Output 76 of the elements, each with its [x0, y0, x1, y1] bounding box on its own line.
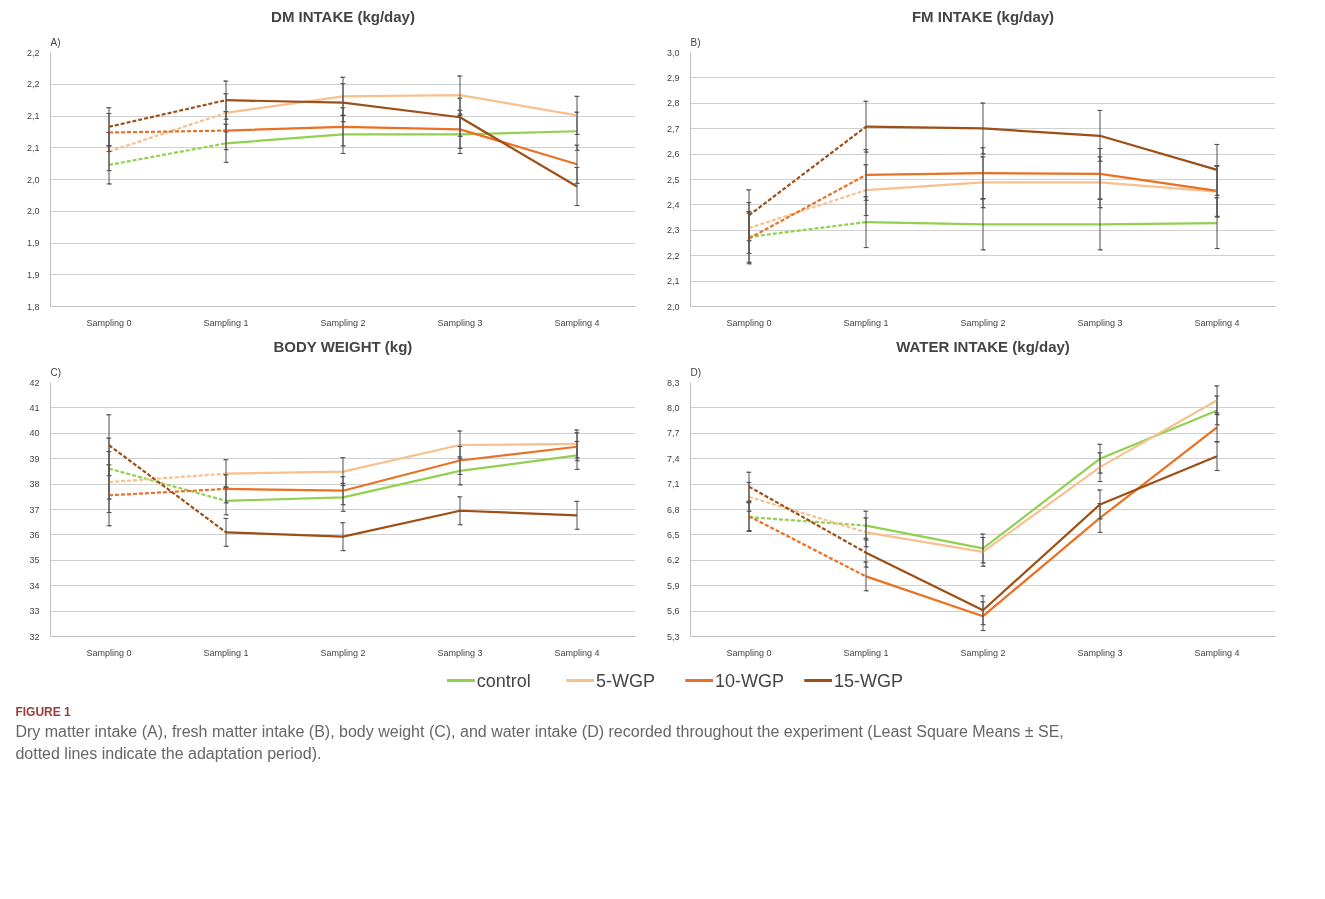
y-tick-label: 1,8	[26, 301, 40, 312]
y-tick-label: 2,2	[26, 79, 40, 90]
x-tick-label: Sampling 3	[437, 317, 483, 328]
y-tick-label: 2,4	[666, 199, 680, 210]
y-tick-label: 2,1	[26, 111, 40, 121]
x-tick-label: Sampling 1	[203, 647, 249, 658]
y-tick-label: 6,5	[666, 529, 680, 540]
x-tick-label: Sampling 4	[1194, 317, 1240, 328]
x-tick-label: Sampling 0	[86, 317, 132, 328]
x-tick-label: Sampling 4	[554, 317, 600, 328]
x-tick-label: Sampling 1	[843, 647, 889, 658]
y-tick-label: 33	[29, 606, 40, 617]
y-tick-label: 1,9	[26, 238, 40, 248]
y-tick-label: 5,6	[666, 606, 680, 617]
text: B)	[690, 36, 701, 48]
y-tick-label: 2,0	[666, 301, 680, 312]
y-tick-label: 2,6	[666, 149, 680, 160]
x-tick-label: Sampling 3	[1077, 317, 1123, 328]
chart-title: DM INTAKE (kg/day)	[271, 7, 415, 25]
x-tick-label: Sampling 1	[203, 317, 249, 328]
y-tick-label: 2,5	[666, 174, 680, 185]
y-tick-label: 8,0	[666, 402, 680, 413]
y-tick-label: 2,1	[666, 276, 680, 287]
chart-title: FM INTAKE (kg/day)	[911, 7, 1055, 25]
y-tick-label: 41	[29, 402, 40, 413]
x-tick-label: Sampling 2	[320, 317, 366, 328]
y-tick-label: 38	[29, 479, 40, 490]
chart-title: WATER INTAKE (kg/day)	[896, 337, 1070, 355]
y-tick-label: 40	[29, 428, 40, 439]
y-tick-label: 34	[29, 580, 40, 591]
y-tick-label: 7,1	[666, 479, 680, 490]
y-tick-label: 6,8	[666, 504, 680, 515]
y-tick-label: 2,8	[666, 98, 680, 109]
x-tick-label: Sampling 4	[554, 647, 600, 658]
x-tick-label: Sampling 4	[1194, 647, 1240, 658]
y-tick-label: 2,0	[26, 174, 40, 185]
y-tick-label: 32	[29, 631, 40, 642]
y-tick-label: 2,0	[26, 206, 40, 217]
x-tick-label: Sampling 0	[726, 647, 772, 658]
y-tick-label: 2,1	[26, 142, 40, 153]
text: Dry matter intake (A), fresh matter intake (B), body weight (C), and water intake (D) recorded throughout the experiment (Least Square Means ± SE, dotted lines indicate the adaptation period).	[15, 723, 1064, 762]
y-tick-label: 2,7	[666, 123, 680, 134]
y-tick-label: 42	[29, 377, 40, 388]
x-tick-label: Sampling 0	[86, 647, 132, 658]
legend-label: 5-WGP	[595, 670, 655, 691]
x-tick-label: Sampling 2	[960, 647, 1006, 658]
legend-label: 10-WGP	[714, 670, 784, 691]
y-tick-label: 5,9	[666, 580, 680, 591]
y-tick-label: 1,9	[26, 269, 40, 280]
y-tick-label: 3,0	[666, 47, 680, 58]
text: A)	[50, 36, 61, 48]
y-tick-label: 36	[29, 529, 40, 540]
y-tick-label: 2,2	[26, 47, 40, 58]
y-tick-label: 2,3	[666, 225, 680, 236]
y-tick-label: 7,7	[666, 428, 680, 439]
y-tick-label: 37	[29, 504, 40, 515]
chart-title: BODY WEIGHT (kg)	[273, 337, 413, 355]
y-tick-label: 39	[29, 453, 40, 464]
x-tick-label: Sampling 1	[843, 317, 889, 328]
x-tick-label: Sampling 2	[960, 317, 1006, 328]
x-tick-label: Sampling 2	[320, 647, 366, 658]
y-tick-label: 5,3	[666, 631, 680, 642]
x-tick-label: Sampling 3	[437, 647, 483, 658]
y-tick-label: 6,2	[666, 555, 680, 566]
caption: FIGURE 1	[15, 704, 72, 719]
x-tick-label: Sampling 3	[1077, 647, 1123, 658]
text: D)	[690, 366, 702, 378]
text: C)	[50, 366, 62, 378]
legend-label: control	[476, 670, 531, 691]
y-tick-label: 2,9	[666, 72, 680, 83]
y-tick-label: 2,2	[666, 250, 680, 261]
legend-label: 15-WGP	[834, 670, 904, 691]
x-tick-label: Sampling 0	[726, 317, 772, 328]
y-tick-label: 8,3	[666, 377, 680, 388]
y-tick-label: 7,4	[666, 453, 680, 464]
y-tick-label: 35	[29, 555, 40, 566]
